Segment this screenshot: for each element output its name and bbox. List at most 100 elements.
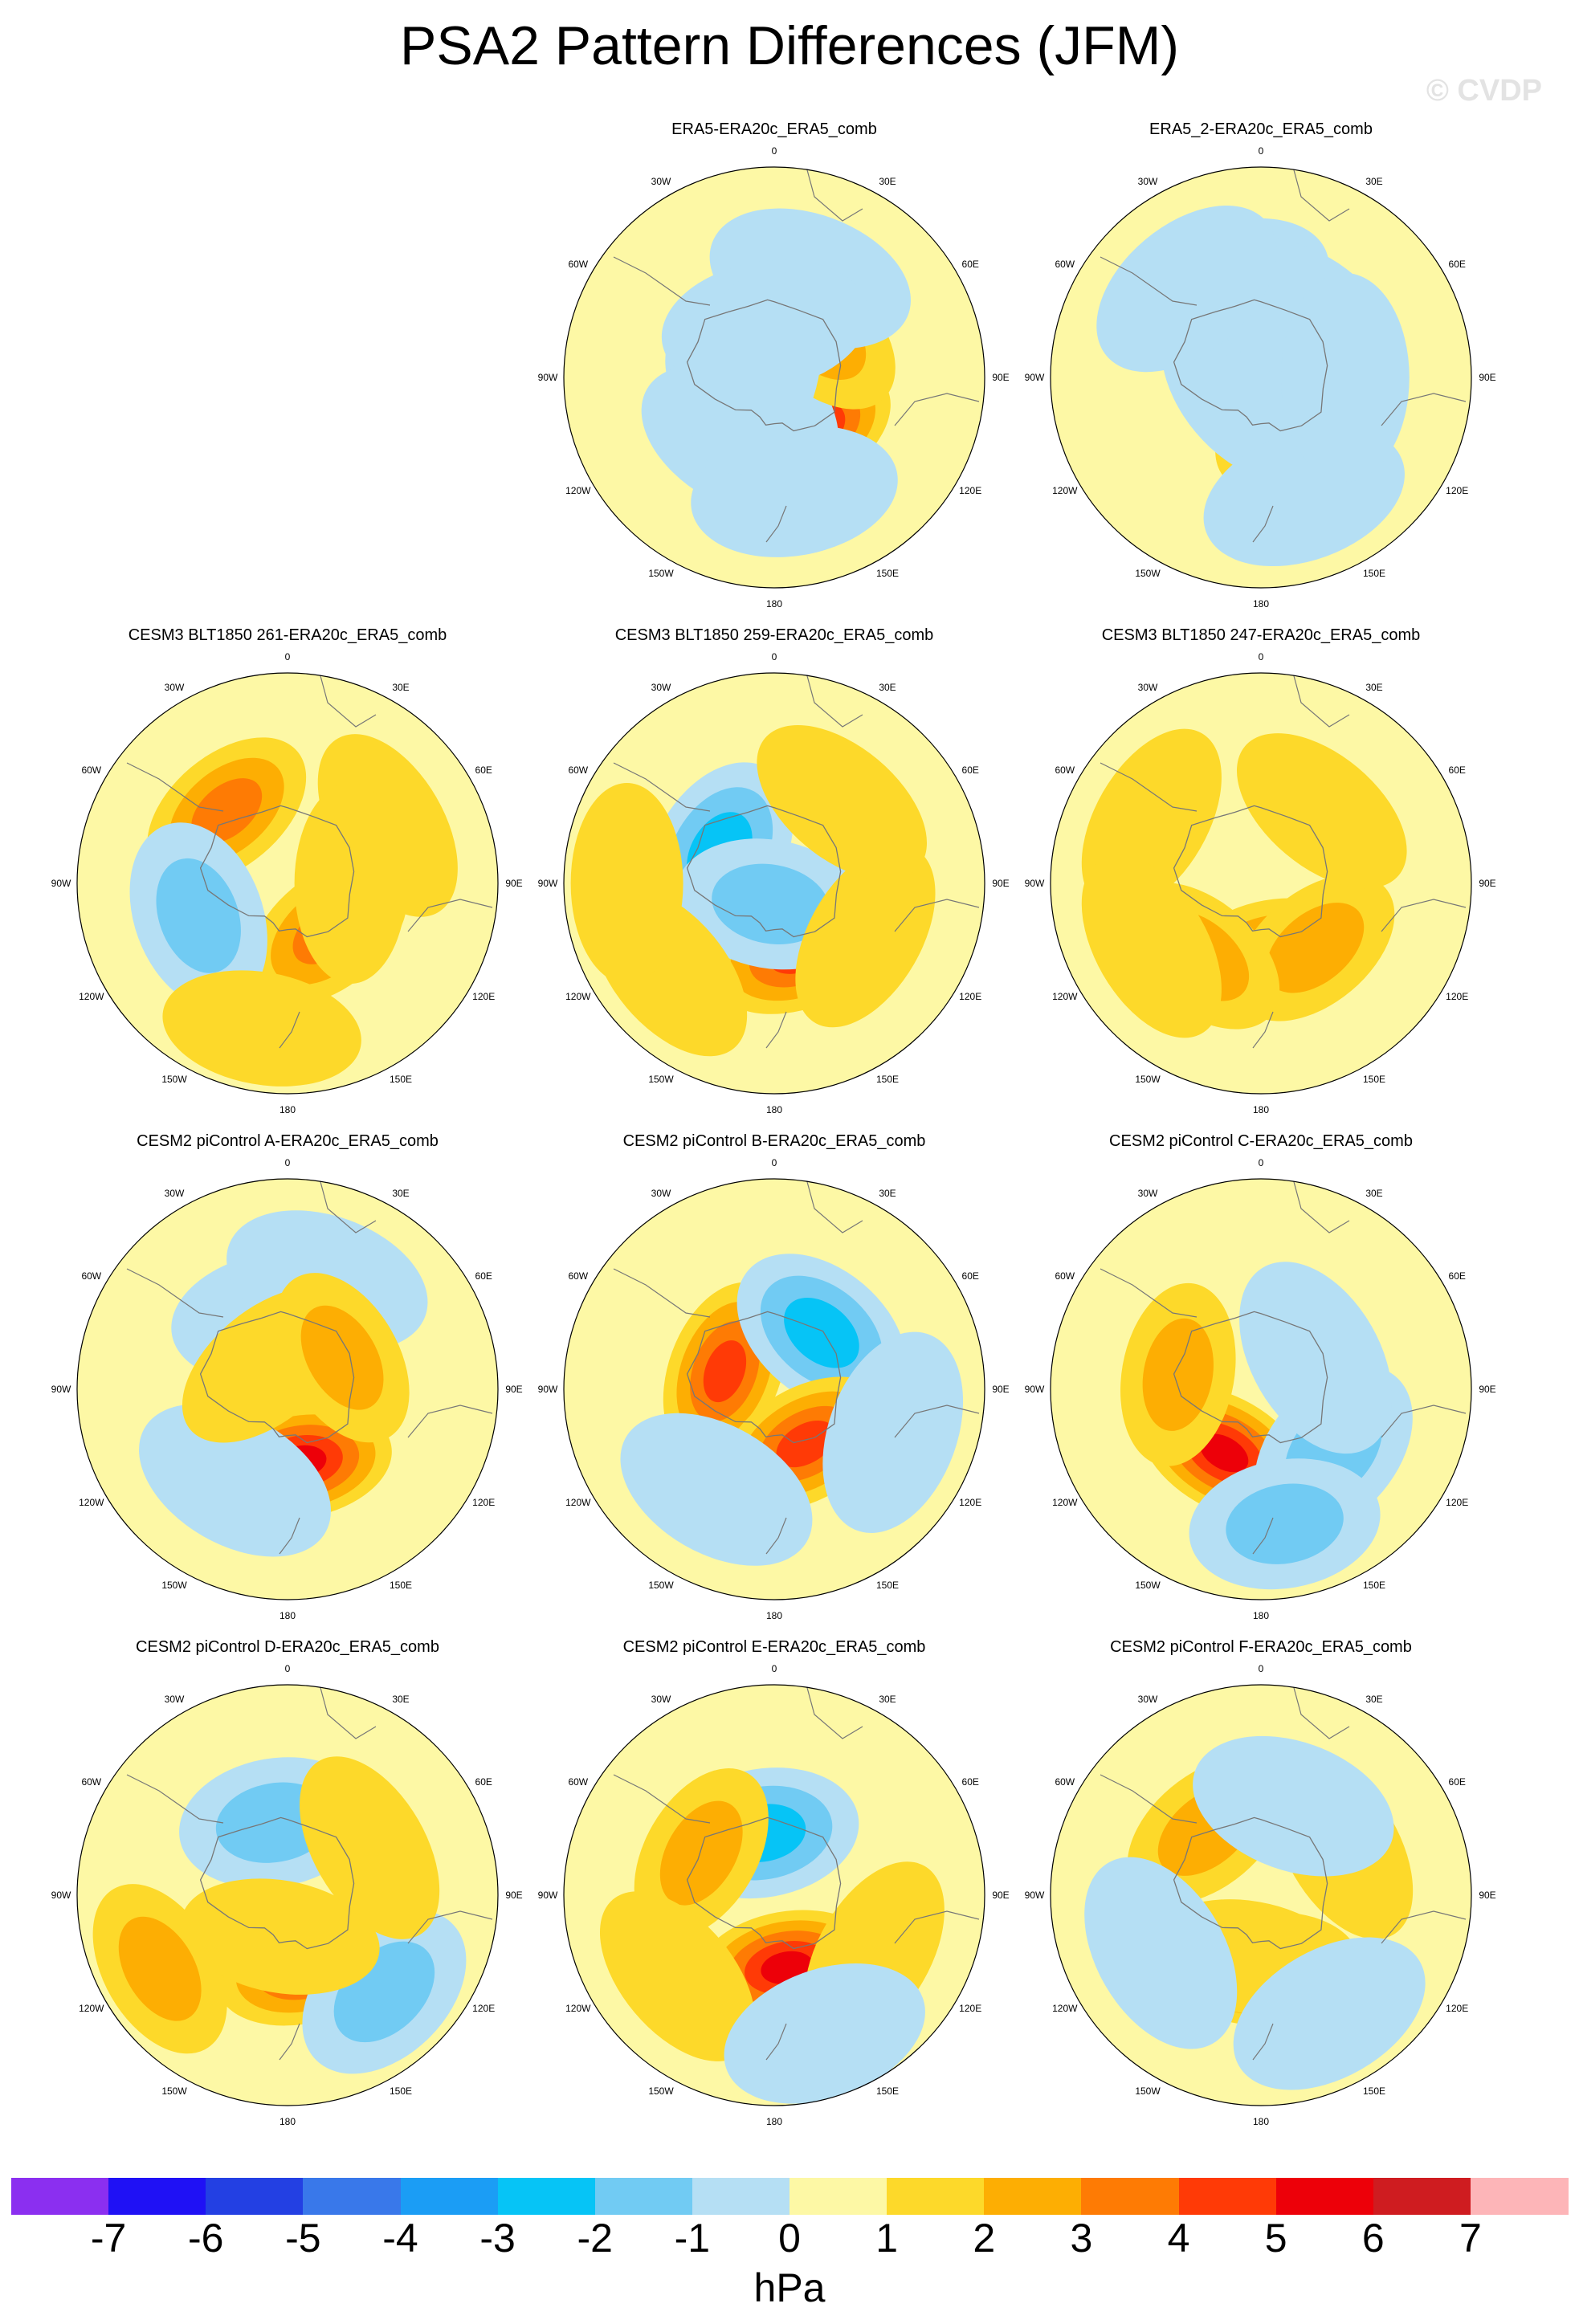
longitude-label: 60W: [1055, 1776, 1075, 1788]
longitude-label: 150W: [648, 568, 674, 579]
longitude-label: 30W: [1138, 1694, 1158, 1705]
panel-title: CESM3 BLT1850 247-ERA20c_ERA5_comb: [1101, 626, 1421, 644]
map-panel: CESM2 piControl A-ERA20c_ERA5_comb 0 30E 60…: [47, 1132, 528, 1646]
longitude-label: 60E: [962, 1776, 979, 1788]
longitude-label: 180: [279, 1104, 296, 1115]
longitude-label: 180: [766, 598, 782, 610]
map-panel: CESM3 BLT1850 247-ERA20c_ERA5_comb 0 30E 60…: [1020, 626, 1502, 1140]
positive-anomaly-contour: [162, 970, 361, 1087]
new-zealand-coastline: [279, 1011, 300, 1049]
antarctica-coastline: [686, 805, 842, 938]
longitude-label: 90E: [1479, 372, 1495, 383]
longitude-label: 90E: [505, 1384, 522, 1395]
longitude-label: 150E: [876, 1580, 899, 1591]
longitude-label: 90W: [1025, 1890, 1045, 1901]
colorbar-swatch: [1081, 2178, 1179, 2215]
longitude-label: 120W: [79, 991, 104, 1002]
longitude-label: 180: [766, 1104, 782, 1115]
map-border: [563, 166, 985, 589]
longitude-label: 90E: [1479, 1384, 1495, 1395]
polar-map: 0 30E 60E 90E 120E 150E 180 150W 120W 90W 60W 30W: [51, 651, 523, 1115]
positive-anomaly-contour: [181, 1878, 380, 1995]
antarctica-coastline: [1173, 1311, 1328, 1444]
longitude-label: 0: [772, 1663, 777, 1674]
longitude-label: 30E: [1365, 1694, 1382, 1705]
longitude-label: 90E: [992, 878, 1009, 889]
longitude-label: 120E: [472, 1497, 495, 1508]
longitude-label: 150E: [876, 568, 899, 579]
colorbar-swatch: [594, 2178, 693, 2215]
longitude-label: 150E: [390, 1074, 412, 1085]
longitude-label: 180: [766, 2116, 782, 2127]
negative-anomaly-contour: [724, 1963, 925, 2104]
africa-coastline: [1292, 673, 1350, 728]
longitude-label: 60W: [81, 764, 101, 776]
panel-title: CESM2 piControl E-ERA20c_ERA5_comb: [622, 1638, 926, 1656]
map-border: [563, 672, 985, 1095]
longitude-label: 120W: [565, 1497, 591, 1508]
longitude-label: 90E: [1479, 1890, 1495, 1901]
longitude-label: 60E: [1449, 1270, 1466, 1282]
south-america-coastline: [613, 1774, 711, 1824]
longitude-label: 90W: [51, 878, 71, 889]
antarctica-coastline: [686, 299, 842, 432]
map-panel: CESM2 piControl D-ERA20c_ERA5_comb 0 30E 60…: [47, 1638, 528, 2152]
longitude-label: 90E: [992, 1384, 1009, 1395]
colorbar: [11, 2178, 1569, 2215]
longitude-label: 90W: [538, 1384, 558, 1395]
map-panel: ERA5_2-ERA20c_ERA5_comb 0 30E 60E 90E 120E 150…: [1020, 120, 1502, 634]
longitude-label: 120E: [959, 2003, 981, 2014]
longitude-label: 30W: [1138, 1188, 1158, 1199]
negative-anomaly-contour: [1084, 1857, 1238, 2049]
antarctica-coastline: [686, 1816, 842, 1950]
new-zealand-coastline: [1252, 2023, 1274, 2061]
polar-map: 0 30E 60E 90E 120E 150E 180 150W 120W 90W 60W 30W: [538, 1157, 1010, 1621]
colorbar-tick-label: 5: [1264, 2216, 1287, 2261]
longitude-label: 60W: [568, 1270, 588, 1282]
colorbar-swatch: [11, 2178, 109, 2215]
panel-title: ERA5_2-ERA20c_ERA5_comb: [1149, 120, 1373, 138]
colorbar-swatch: [303, 2178, 401, 2215]
negative-anomaly-contour: [1233, 1937, 1426, 2090]
longitude-label: 90W: [1025, 372, 1045, 383]
new-zealand-coastline: [765, 1011, 787, 1049]
south-america-coastline: [613, 1268, 711, 1318]
polar-map: 0 30E 60E 90E 120E 150E 180 150W 120W 90W 60W 30W: [538, 651, 1010, 1115]
longitude-label: 150W: [1135, 1580, 1161, 1591]
positive-anomaly-contour: [1081, 854, 1222, 1038]
longitude-label: 120E: [959, 485, 981, 496]
longitude-label: 0: [772, 1157, 777, 1168]
polar-map: 0 30E 60E 90E 120E 150E 180 150W 120W 90W 60W 30W: [51, 1663, 523, 2127]
longitude-label: 60E: [475, 1270, 492, 1282]
longitude-label: 60E: [962, 764, 979, 776]
longitude-label: 60W: [1055, 764, 1075, 776]
antarctica-coastline: [199, 805, 355, 938]
longitude-label: 180: [279, 1610, 296, 1621]
longitude-label: 60E: [962, 1270, 979, 1282]
longitude-label: 120W: [1052, 1497, 1078, 1508]
panel-title: CESM2 piControl A-ERA20c_ERA5_comb: [137, 1132, 439, 1150]
map-panel: ERA5-ERA20c_ERA5_comb 0 30E 60E 90E 120E 150E 1…: [533, 120, 1015, 634]
negative-anomaly-contour: [1193, 1735, 1394, 1877]
antarctica-coastline: [199, 1816, 355, 1950]
longitude-label: 30W: [1138, 682, 1158, 693]
polar-map: 0 30E 60E 90E 120E 150E 180 150W 120W 90W 60W 30W: [1025, 651, 1496, 1115]
south-america-coastline: [1100, 1268, 1198, 1318]
longitude-label: 90E: [992, 1890, 1009, 1901]
map-border: [1050, 672, 1472, 1095]
colorbar-tick-label: 2: [973, 2216, 996, 2261]
longitude-label: 150W: [1135, 568, 1161, 579]
australia-coastline: [407, 899, 493, 932]
longitude-label: 150W: [1135, 1074, 1161, 1085]
australia-coastline: [1381, 393, 1467, 426]
antarctica-coastline: [686, 1311, 842, 1444]
longitude-label: 150W: [161, 1074, 187, 1085]
australia-coastline: [1381, 1910, 1467, 1944]
africa-coastline: [1292, 1179, 1350, 1233]
panel-title: CESM2 piControl C-ERA20c_ERA5_comb: [1109, 1132, 1413, 1150]
polar-map: 0 30E 60E 90E 120E 150E 180 150W 120W 90W 60W 30W: [1025, 145, 1496, 610]
positive-anomaly-contour: [300, 1305, 384, 1410]
colorbar-tick-label: 7: [1459, 2216, 1482, 2261]
south-america-coastline: [126, 1268, 224, 1318]
map-border: [76, 1178, 499, 1600]
